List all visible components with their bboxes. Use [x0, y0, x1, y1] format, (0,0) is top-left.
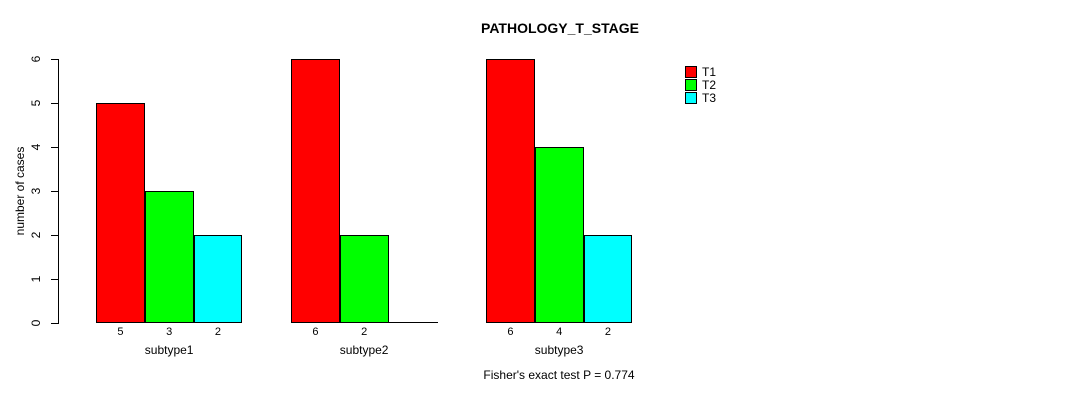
bar-value-label: 4 [556, 326, 563, 338]
y-axis-title: number of cases [13, 146, 27, 236]
legend-swatch-T2 [685, 79, 697, 91]
y-tick-mark [51, 235, 58, 236]
legend-swatch-T3 [685, 92, 697, 104]
fisher-exact-test-note: Fisher's exact test P = 0.774 [483, 368, 635, 382]
bar-value-label: 3 [166, 326, 173, 338]
legend: T1 T2 T3 [685, 66, 716, 104]
category-label-subtype2: subtype2 [339, 343, 389, 357]
y-tick-label: 6 [29, 55, 43, 63]
y-axis-line [58, 59, 59, 324]
y-tick-mark [51, 191, 58, 192]
y-tick-label: 2 [29, 231, 43, 239]
y-tick-mark [51, 103, 58, 104]
bar-subtype1-T1 [96, 103, 145, 323]
bar-value-label: 2 [214, 326, 221, 338]
bar-subtype2-T1 [291, 59, 340, 323]
legend-label-T2: T2 [702, 78, 717, 92]
bar-value-label: 2 [361, 326, 368, 338]
category-label-subtype1: subtype1 [144, 343, 194, 357]
legend-entry-T1: T1 [685, 66, 716, 78]
bar-value-label: 6 [312, 326, 319, 338]
y-tick-label: 4 [29, 143, 43, 151]
y-tick-label: 0 [29, 319, 43, 327]
bar-subtype3-T1 [486, 59, 535, 323]
legend-entry-T3: T3 [685, 92, 716, 104]
category-label-subtype3: subtype3 [534, 343, 584, 357]
y-tick-mark [51, 59, 58, 60]
bar-subtype3-T2 [534, 147, 584, 323]
y-tick-mark [51, 147, 58, 148]
y-tick-mark [51, 323, 58, 324]
legend-entry-T2: T2 [685, 79, 716, 91]
bar-subtype1-T3 [193, 235, 243, 323]
bar-value-label: 6 [507, 326, 514, 338]
legend-label-T1: T1 [702, 65, 717, 79]
bar-subtype3-T3 [583, 235, 633, 323]
bar-subtype2-T2 [339, 235, 389, 323]
y-tick-label: 1 [29, 275, 43, 283]
legend-swatch-T1 [685, 66, 697, 78]
bar-value-label: 5 [117, 326, 124, 338]
bar-subtype1-T2 [144, 191, 194, 323]
y-tick-mark [51, 279, 58, 280]
y-tick-label: 5 [29, 99, 43, 107]
bar-value-label: 2 [604, 326, 611, 338]
chart-title: PATHOLOGY_T_STAGE [481, 20, 639, 36]
y-tick-label: 3 [29, 187, 43, 195]
legend-label-T3: T3 [702, 91, 717, 105]
zero-bar-baseline-subtype2-T3 [388, 322, 439, 323]
